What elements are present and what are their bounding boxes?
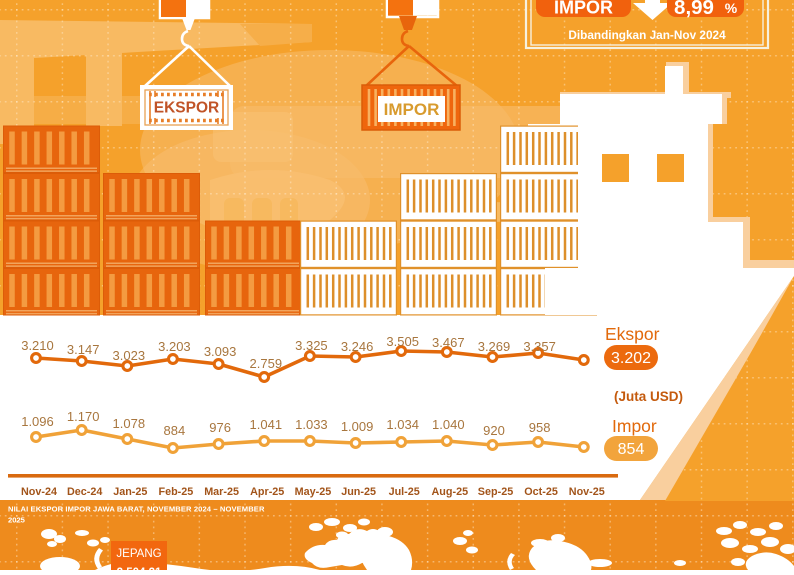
svg-text:854: 854	[618, 441, 645, 458]
svg-text:Apr-25: Apr-25	[250, 486, 284, 498]
svg-text:3.269: 3.269	[478, 339, 511, 354]
svg-text:May-25: May-25	[295, 486, 332, 498]
svg-text:%: %	[725, 0, 738, 16]
svg-text:1.034: 1.034	[386, 417, 419, 432]
svg-text:3.357: 3.357	[523, 339, 556, 354]
svg-text:Dec-24: Dec-24	[67, 486, 102, 498]
svg-text:3.147: 3.147	[67, 342, 100, 357]
svg-text:1.040: 1.040	[432, 417, 465, 432]
svg-text:1.078: 1.078	[113, 416, 146, 431]
svg-text:Dibandingkan Jan-Nov 2024: Dibandingkan Jan-Nov 2024	[568, 28, 726, 42]
svg-text:3.203: 3.203	[158, 339, 191, 354]
svg-text:Aug-25: Aug-25	[432, 486, 469, 498]
svg-text:1.033: 1.033	[295, 417, 328, 432]
svg-text:Jan-25: Jan-25	[113, 486, 147, 498]
svg-text:3.505: 3.505	[386, 334, 419, 349]
svg-text:920: 920	[483, 423, 505, 438]
svg-text:3.202: 3.202	[611, 350, 651, 367]
svg-text:1.041: 1.041	[250, 417, 283, 432]
svg-text:Mar-25: Mar-25	[204, 486, 239, 498]
svg-text:3.093: 3.093	[204, 344, 237, 359]
svg-text:2.759: 2.759	[250, 356, 283, 371]
svg-text:JEPANG: JEPANG	[116, 548, 161, 560]
svg-text:Ekspor: Ekspor	[605, 324, 660, 344]
svg-text:3.246: 3.246	[341, 339, 374, 354]
svg-text:1.096: 1.096	[21, 414, 54, 429]
svg-text:3.210: 3.210	[21, 338, 54, 353]
svg-text:Oct-25: Oct-25	[524, 486, 558, 498]
svg-text:(Juta USD): (Juta USD)	[614, 389, 683, 404]
svg-text:Sep-25: Sep-25	[478, 486, 513, 498]
svg-text:Feb-25: Feb-25	[158, 486, 193, 498]
svg-text:958: 958	[529, 420, 551, 435]
svg-text:2025: 2025	[8, 516, 26, 525]
svg-text:Impor: Impor	[612, 416, 657, 436]
svg-text:3.325: 3.325	[295, 338, 328, 353]
svg-text:EKSPOR: EKSPOR	[154, 100, 219, 117]
svg-text:Nov-24: Nov-24	[21, 486, 57, 498]
svg-text:IMPOR: IMPOR	[384, 100, 440, 119]
svg-text:Jul-25: Jul-25	[389, 486, 420, 498]
svg-text:NILAI EKSPOR IMPOR JAWA BARAT,: NILAI EKSPOR IMPOR JAWA BARAT, NOVEMBER …	[8, 505, 265, 514]
svg-text:Nov-25: Nov-25	[569, 486, 605, 498]
svg-text:884: 884	[164, 423, 186, 438]
svg-text:1.009: 1.009	[341, 419, 374, 434]
svg-text:8,99: 8,99	[674, 0, 714, 19]
svg-text:3.467: 3.467	[432, 335, 465, 350]
svg-text:Jun-25: Jun-25	[341, 486, 376, 498]
svg-text:3.023: 3.023	[113, 348, 146, 363]
svg-text:IMPOR: IMPOR	[554, 0, 613, 18]
svg-text:1.170: 1.170	[67, 409, 100, 424]
svg-text:976: 976	[209, 420, 231, 435]
